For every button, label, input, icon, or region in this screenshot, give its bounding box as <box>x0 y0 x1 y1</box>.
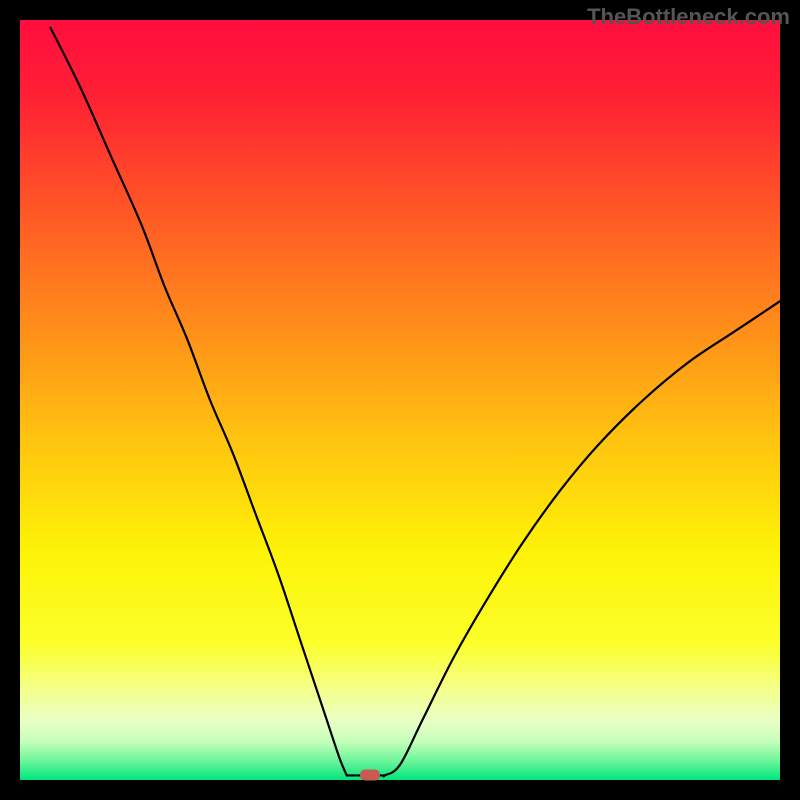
minimum-marker-pill <box>360 770 380 781</box>
chart-root: { "canvas": { "width": 800, "height": 80… <box>0 0 800 800</box>
minimum-marker <box>358 768 382 783</box>
bottleneck-chart <box>0 0 800 800</box>
plot-background <box>20 20 780 780</box>
